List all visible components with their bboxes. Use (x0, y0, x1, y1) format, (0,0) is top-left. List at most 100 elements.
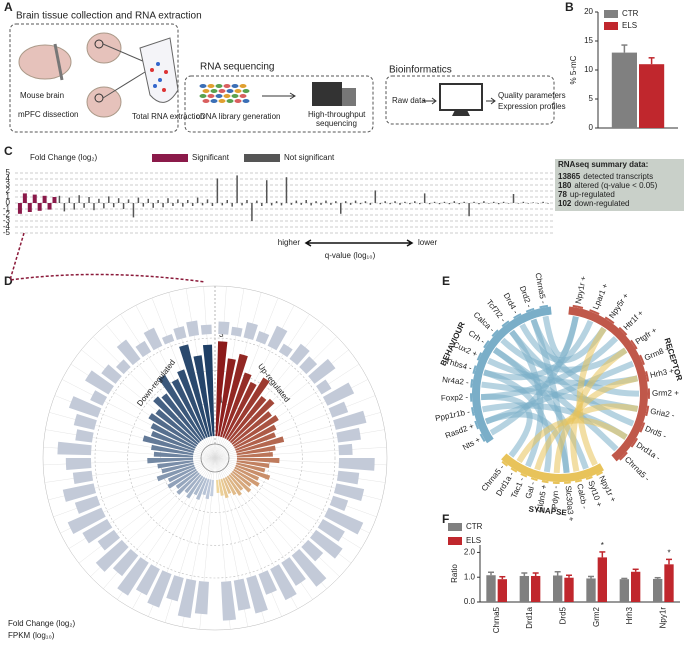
gene-tick (539, 304, 549, 309)
annotation: * (601, 541, 604, 550)
gene-label: Htr1f + (622, 308, 646, 332)
group-arc (568, 306, 648, 462)
bar (234, 466, 260, 481)
chord (480, 394, 533, 458)
label: cDNA library generation (196, 112, 280, 121)
bar (210, 479, 214, 497)
group-arc (472, 306, 552, 444)
fpkm-bar (230, 326, 243, 337)
gene-tick (589, 309, 600, 315)
bar (220, 353, 248, 438)
y-tick-label: 10 (584, 65, 593, 74)
cdna-bead (207, 94, 215, 98)
y-tick-label: -4 (3, 222, 11, 231)
x-tick-label: Drd5 (558, 606, 567, 624)
bar (153, 396, 201, 444)
bar (193, 476, 206, 496)
bar (202, 344, 215, 437)
gene-tick (471, 407, 475, 416)
bar (226, 377, 270, 441)
x-arrow (304, 239, 414, 247)
label: Quality parameters (498, 91, 566, 100)
x-tick-label: Drd1a (525, 606, 534, 628)
summary-number: 180 (558, 181, 572, 190)
summary-text: detected transcripts (583, 172, 653, 181)
bar (664, 564, 674, 602)
gene-label: Drd4 - (502, 291, 521, 315)
gene-tick (585, 475, 593, 481)
gene-tick (639, 422, 646, 433)
fpkm-bar (221, 580, 236, 621)
gene-tick (647, 388, 651, 399)
cdna-bead (215, 84, 223, 88)
chord (534, 403, 639, 471)
x-axis-note: lower (418, 238, 437, 247)
bar (195, 477, 208, 501)
summary-title: RNAseq summary data: (558, 160, 648, 169)
section-icon (86, 86, 122, 118)
panel-title: RNA sequencing (200, 62, 275, 73)
bar (619, 579, 629, 602)
fpkm-bar (270, 564, 297, 601)
y-tick-label: -1 (3, 204, 11, 213)
panel-letter: D (4, 274, 13, 288)
cdna-bead (242, 99, 250, 103)
arrow (423, 97, 437, 105)
rna-dot (164, 70, 168, 74)
bar (232, 414, 279, 447)
bar (158, 374, 204, 441)
fpkm-bar (116, 339, 141, 366)
fpkm-bar (299, 356, 318, 375)
gene-label: Slc30a3 + (564, 485, 576, 522)
chord (570, 347, 628, 472)
monitor (439, 83, 483, 111)
fpkm-bar (258, 570, 277, 595)
panel-letter: A (4, 0, 13, 14)
gene-label: Grm2 + (652, 389, 679, 398)
gene-label: Pdyn - (550, 485, 560, 509)
panel-letter: B (565, 0, 574, 14)
summary-line: 102 down-regulated (558, 199, 630, 208)
gene-tick (520, 472, 528, 478)
box (9, 23, 179, 133)
gene-tick (470, 393, 473, 402)
gene-label: Foxp2 - (441, 393, 469, 403)
chord (553, 375, 639, 474)
cdna-bead (242, 89, 250, 93)
gene-label: Nts + (461, 435, 482, 452)
bar (564, 577, 574, 602)
fpkm-bar (95, 539, 129, 572)
cdna-bead (207, 84, 215, 88)
fpkm-bar (289, 343, 310, 366)
cdna-bead (199, 94, 207, 98)
gene-tick (501, 460, 508, 467)
gene-tick (564, 481, 571, 484)
bar (486, 575, 496, 602)
tube (139, 37, 179, 103)
legend-label: ELS (622, 21, 637, 30)
fpkm-bar (135, 564, 160, 596)
cdna-bead (215, 94, 223, 98)
fpkm-bar (68, 396, 102, 418)
bar (234, 424, 277, 449)
gene-tick (645, 371, 650, 382)
brain-cut (53, 43, 64, 81)
bar (177, 369, 208, 438)
chord (492, 347, 589, 470)
grid-ring (127, 370, 303, 546)
summary-text: down-regulated (574, 199, 629, 208)
legend-swatch (244, 154, 280, 162)
cdna-bead (202, 89, 210, 93)
label: sequencing (316, 119, 357, 128)
bar (155, 408, 199, 445)
x-axis-label: q-value (log₁₀) (325, 251, 376, 260)
bar (216, 479, 220, 494)
bar (230, 472, 252, 493)
summary-text: altered (q-value < 0.05) (574, 181, 657, 190)
bar (186, 475, 204, 499)
gene-label: Drd2 - (518, 285, 534, 309)
legend-swatch (448, 537, 462, 545)
fpkm-bar (338, 458, 375, 471)
fpkm-bar (135, 340, 152, 358)
bar (176, 472, 200, 495)
